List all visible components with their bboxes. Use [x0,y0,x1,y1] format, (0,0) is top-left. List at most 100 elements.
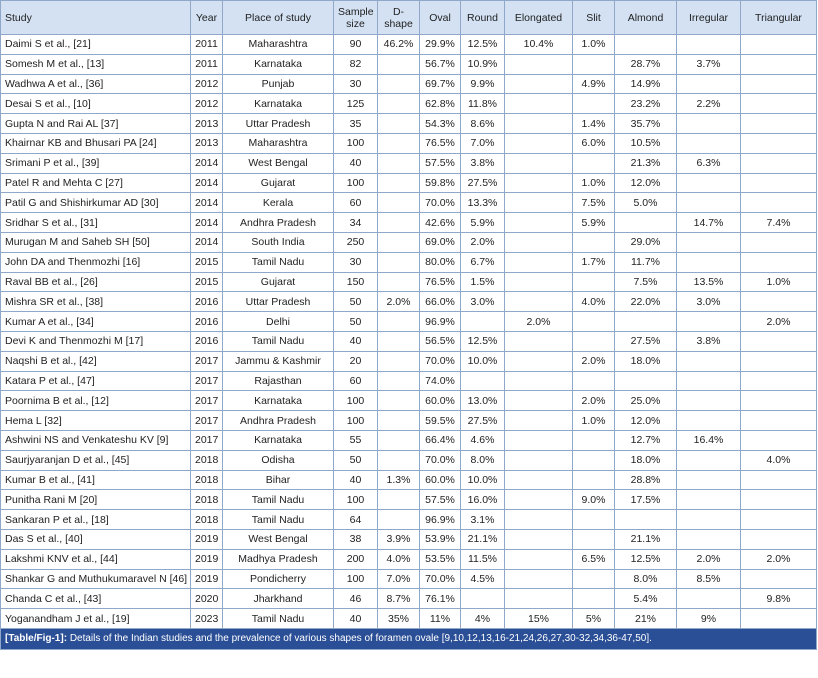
table-cell: 46 [333,588,378,610]
table-cell: 96.9% [419,509,461,530]
table-row: Das S et al., [40] 2019 West Bengal 38 3.9% 5… [0,528,817,550]
table-cell: 53.5% [419,548,461,570]
table-cell [504,212,573,233]
table-cell: 64 [333,509,378,530]
table-cell [460,370,505,392]
table-cell [377,53,420,75]
table-row: Yoganandham J et al., [19] 2023 Tamil Nadu… [0,608,817,629]
table-cell: 56.5% [419,330,461,352]
table-cell [504,528,573,550]
table-cell: 2012 [190,73,223,95]
table-cell: 40 [333,152,378,174]
table-cell: Shankar G and Muthukumaravel N [46] [0,568,191,590]
table-cell: 74.0% [419,370,461,392]
table-row: Saurjyaranjan D et al., [45] 2018 Odisha 50… [0,449,817,471]
table-cell [572,93,615,115]
table-body: Daimi S et al., [21] 2011 Maharashtra 90 46.… [0,34,817,629]
table-row: John DA and Thenmozhi [16] 2015 Tamil Nadu… [0,251,817,273]
column-header: Slit [572,0,615,35]
table-cell [377,509,420,530]
table-cell: Chanda C et al., [43] [0,588,191,610]
column-header: Sample size [333,0,378,35]
table-cell [504,568,573,590]
table-cell: 10.5% [614,132,677,154]
table-cell: 15% [504,608,573,629]
table-cell: 70.0% [419,192,461,214]
table-cell [377,489,420,511]
table-cell: 10.0% [460,469,505,491]
table-cell: 34 [333,212,378,233]
table-cell: Tamil Nadu [222,330,334,352]
table-cell: 2017 [190,370,223,392]
table-cell [740,93,817,115]
table-cell: 5% [572,608,615,629]
caption-text: Details of the Indian studies and the pr… [69,633,652,645]
table-row: Chanda C et al., [43] 2020 Jharkhand 46 8.7%… [0,588,817,610]
table-cell: 27.5% [460,410,505,431]
table-cell: 8.6% [460,113,505,134]
table-cell [676,509,741,530]
table-cell [740,73,817,95]
table-cell [377,212,420,233]
table-row: Sankaran P et al., [18] 2018 Tamil Nadu 64 9… [0,509,817,530]
table-cell: 12.5% [614,548,677,570]
table-cell: Katara P et al., [47] [0,370,191,392]
table-cell: 2.0% [676,548,741,570]
table-cell: 8.0% [614,568,677,590]
table-cell [740,330,817,352]
table-cell [740,231,817,253]
table-cell: 4.0% [377,548,420,570]
table-cell [504,73,573,95]
table-cell: 11% [419,608,461,629]
table-cell [740,350,817,372]
table-cell: 8.0% [460,449,505,471]
table-cell: 6.7% [460,251,505,273]
caption-row: [Table/Fig-1]: Details of the Indian stu… [0,627,817,650]
table-cell [460,588,505,610]
table-cell: 10.4% [504,34,573,55]
table-cell [504,370,573,392]
table-cell: 2023 [190,608,223,629]
table-cell: Maharashtra [222,132,334,154]
column-header: Year [190,0,223,35]
column-header: Triangular [740,0,817,35]
table-cell: 70.0% [419,568,461,590]
table-cell: 28.8% [614,469,677,491]
table-cell [377,93,420,115]
table-cell: Tamil Nadu [222,489,334,511]
table-cell [740,608,817,629]
table-cell: 2017 [190,350,223,372]
table-cell [377,330,420,352]
table-cell: 14.9% [614,73,677,95]
table-cell: Poornima B et al., [12] [0,390,191,412]
table-cell: 60 [333,192,378,214]
table-cell: 2016 [190,311,223,332]
table-cell [614,311,677,332]
table-cell: 2013 [190,132,223,154]
table-cell [504,350,573,372]
table-cell: Desai S et al., [10] [0,93,191,115]
table-cell [377,172,420,194]
table-cell: 2.0% [460,231,505,253]
table-cell: 2019 [190,568,223,590]
table-cell: Tamil Nadu [222,251,334,273]
table-cell: 3.8% [676,330,741,352]
table-cell [676,528,741,550]
table-cell: 13.5% [676,271,741,293]
table-cell: 12.5% [460,330,505,352]
table-cell [377,311,420,332]
table-cell: 100 [333,568,378,590]
table-cell: 100 [333,132,378,154]
table-cell: 9.0% [572,489,615,511]
table-cell: Gujarat [222,271,334,293]
table-cell: 2.0% [504,311,573,332]
table-cell [504,231,573,253]
table-cell [504,192,573,214]
table-cell: 13.3% [460,192,505,214]
table-cell: 21.3% [614,152,677,174]
table-cell: 38 [333,528,378,550]
table-cell: 29.9% [419,34,461,55]
table-cell: 250 [333,231,378,253]
table-cell [504,152,573,174]
table-cell: 2.0% [572,350,615,372]
